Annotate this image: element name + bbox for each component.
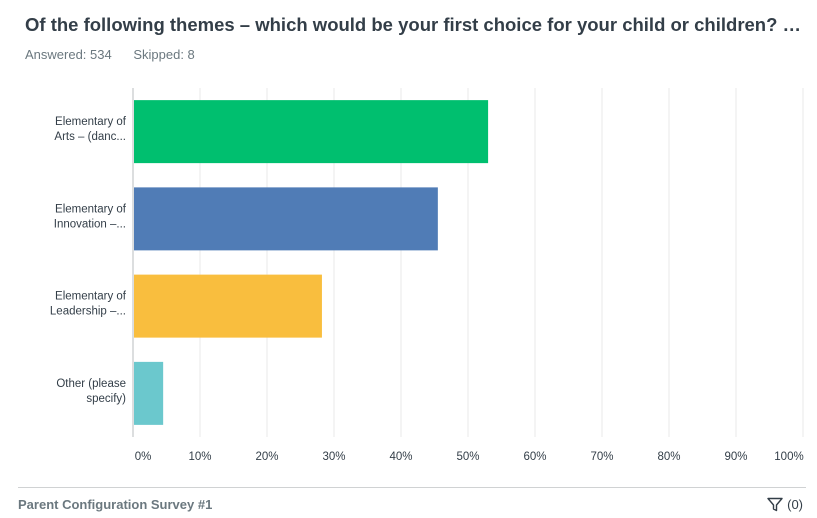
bar: [134, 100, 489, 164]
survey-name: Parent Configuration Survey #1: [18, 497, 213, 512]
category-label: Elementary of: [55, 203, 127, 215]
skipped-count: Skipped: 8: [133, 47, 195, 62]
x-tick-label: 80%: [657, 451, 680, 463]
filter-button[interactable]: (0): [767, 497, 803, 512]
x-tick-label: 0%: [135, 451, 152, 463]
response-stats: Answered: 534 Skipped: 8: [25, 47, 213, 62]
category-label: Leadership –...: [50, 306, 126, 318]
footer-divider: [18, 487, 806, 488]
x-tick-label: 20%: [255, 451, 278, 463]
x-tick-label: 40%: [389, 451, 412, 463]
x-tick-label: 10%: [188, 451, 211, 463]
category-label: Arts – (danc...: [54, 131, 126, 143]
bar: [134, 361, 164, 425]
category-label: Innovation –...: [54, 218, 126, 230]
x-tick-label: 30%: [322, 451, 345, 463]
category-label: specify): [86, 393, 126, 405]
category-label: Elementary of: [55, 291, 127, 303]
filter-icon: [767, 497, 783, 512]
answered-count: Answered: 534: [25, 47, 112, 62]
bar: [134, 274, 322, 338]
x-tick-label: 60%: [523, 451, 546, 463]
x-tick-label: 100%: [774, 451, 803, 463]
x-tick-label: 90%: [724, 451, 747, 463]
filter-count: (0): [787, 497, 803, 512]
bar: [134, 187, 438, 251]
category-label: Other (please: [56, 378, 126, 390]
x-tick-label: 50%: [456, 451, 479, 463]
bar-chart: 0% 10% 20% 30% 40% 50% 60% 70% 80% 90% 100% Element…: [50, 88, 804, 463]
category-label: Elementary of: [55, 116, 127, 128]
x-tick-label: 70%: [590, 451, 613, 463]
